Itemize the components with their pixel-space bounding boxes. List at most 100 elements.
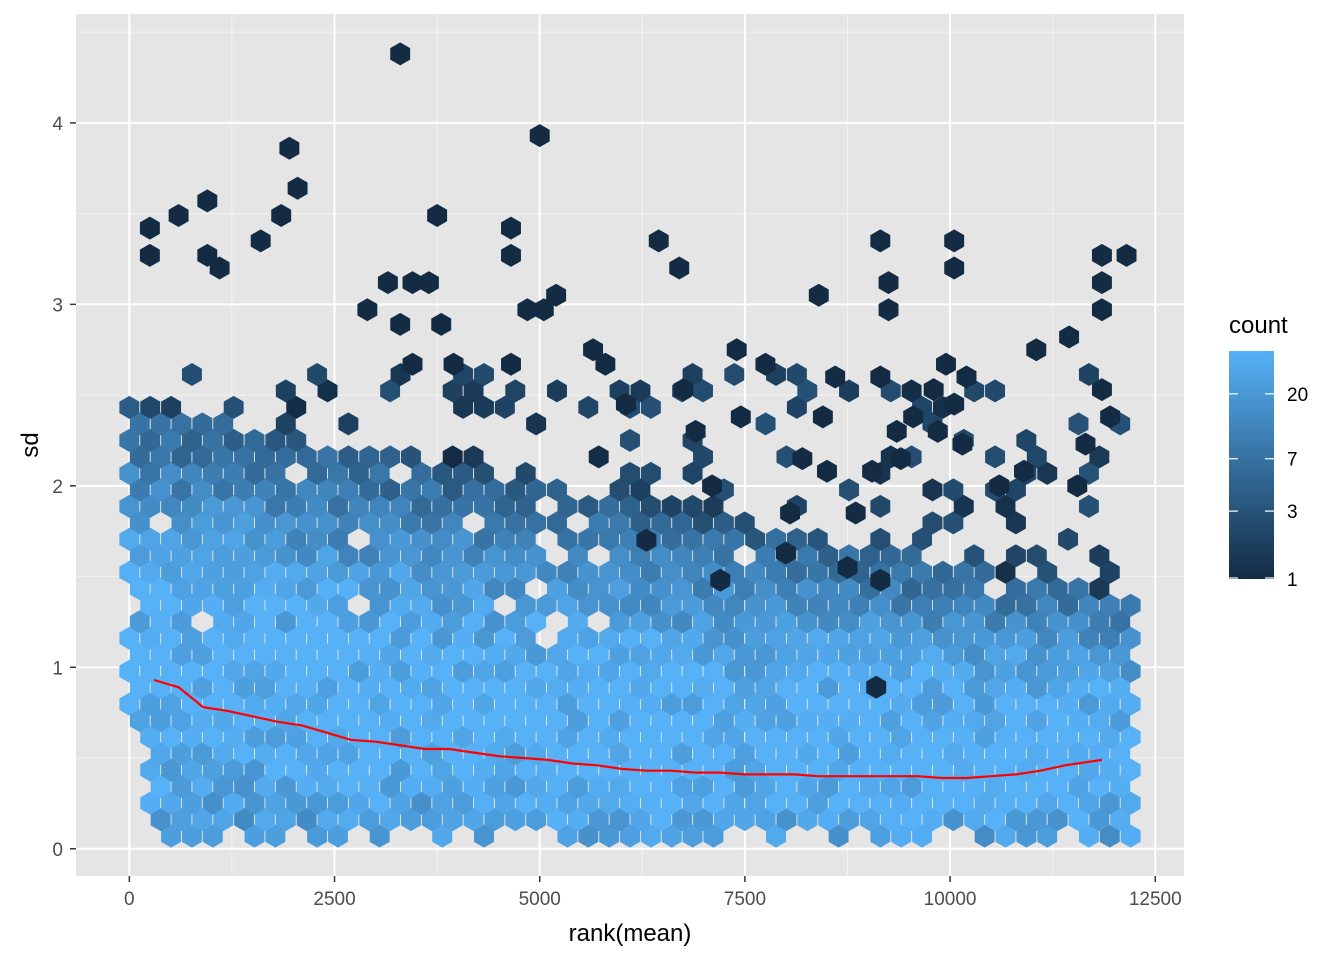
hexbin-cell <box>515 692 536 716</box>
hexbin-cell <box>474 758 494 782</box>
hexbin-cell <box>317 577 338 601</box>
hexbin-cell <box>223 593 244 617</box>
hexbin-cell <box>463 544 484 568</box>
hexbin-cell <box>244 725 265 749</box>
hexbin-cell <box>901 577 922 601</box>
hexbin-cell <box>661 494 682 518</box>
hexbin-cell <box>849 593 870 617</box>
hexbin-cell <box>244 659 265 683</box>
hexbin-cell <box>223 659 244 683</box>
hexbin-cell <box>640 461 661 485</box>
hexbin-cell-outlier <box>517 298 538 322</box>
hexbin-cell <box>327 527 348 551</box>
hexbin-cell <box>296 742 317 766</box>
hexbin-cell-outlier <box>685 419 706 443</box>
hexbin-cell <box>588 709 609 733</box>
hexbin-cell <box>1099 758 1120 782</box>
hexbin-cell <box>1120 659 1141 683</box>
hexbin-cell <box>880 742 901 766</box>
x-tick-label: 12500 <box>1129 889 1182 910</box>
hexbin-cell <box>494 395 515 419</box>
hexbin-cell <box>505 775 526 799</box>
x-tick-label: 5000 <box>519 889 561 910</box>
hexbin-cell <box>150 610 171 634</box>
hexbin-cell <box>567 643 588 667</box>
hexbin-cell-outlier <box>377 271 398 295</box>
hexbin-cell <box>317 742 338 766</box>
hexbin-cell <box>630 511 651 535</box>
hexbin-cell <box>734 709 755 733</box>
hexbin-cell <box>588 445 609 469</box>
hexbin-cell <box>474 725 494 749</box>
hexbin-cell <box>484 577 505 601</box>
hexbin-cell <box>1120 593 1141 617</box>
hexbin-cell <box>234 511 255 535</box>
hexbin-cell <box>181 824 202 848</box>
hexbin-cell <box>453 560 474 584</box>
hexbin-cell <box>1078 494 1099 518</box>
hexbin-cell <box>734 577 755 601</box>
hexbin-cell <box>693 709 713 733</box>
hexbin-cell <box>1026 610 1047 634</box>
hexbin-cell <box>599 791 620 815</box>
hexbin-cell <box>672 709 693 733</box>
hexbin-cell <box>411 791 432 815</box>
hexbin-cell <box>640 692 661 716</box>
hexbin-cell-outlier <box>878 271 899 295</box>
hexbin-cell <box>317 676 338 700</box>
hexbin-cell-outlier <box>546 283 567 307</box>
hexbin-cell <box>286 593 307 617</box>
hexbin-cell <box>1058 791 1079 815</box>
hexbin-cell <box>818 709 839 733</box>
hexbin-cell-outlier <box>209 256 230 280</box>
hexbin-cell <box>839 610 859 634</box>
hexbin-cell <box>1016 593 1037 617</box>
hexbin-cell <box>223 527 244 551</box>
hexbin-cell <box>703 527 724 551</box>
hexbin-cell <box>1047 610 1068 634</box>
hexbin-cell <box>401 709 421 733</box>
hexbin-cell <box>682 725 703 749</box>
hexbin-cell <box>411 593 432 617</box>
hexbin-cell <box>359 577 380 601</box>
hexbin-cell <box>651 742 672 766</box>
hexbin-cell <box>119 494 140 518</box>
hexbin-cell <box>755 709 776 733</box>
hexbin-cell-outlier <box>139 216 160 240</box>
hexbin-cell <box>181 593 202 617</box>
hexbin-cell <box>192 742 213 766</box>
hexbin-cell <box>119 395 140 419</box>
hexbin-cell <box>526 412 547 436</box>
hexbin-cell <box>307 626 328 650</box>
hexbin-cell <box>401 610 421 634</box>
hexbin-cell <box>672 808 693 832</box>
hexbin-cell <box>713 808 734 832</box>
hexbin-cell-outlier <box>1026 338 1047 362</box>
hexbin-cell <box>390 659 411 683</box>
hexbin-cell-outlier <box>878 298 899 322</box>
hexbin-cell <box>171 775 192 799</box>
hexbin-cell <box>672 775 693 799</box>
hexbin-cell <box>818 676 839 700</box>
hexbin-cell <box>828 626 849 650</box>
hexbin-cell <box>286 560 307 584</box>
hexbin-cell <box>724 659 745 683</box>
hexbin-cell <box>567 709 588 733</box>
hexbin-cell <box>912 659 933 683</box>
hexbin-cell <box>401 775 421 799</box>
hexbin-cell-outlier <box>501 352 521 376</box>
hexbin-cell <box>327 659 348 683</box>
hexbin-cell <box>369 758 390 782</box>
hexbin-cell <box>150 544 171 568</box>
hexbin-cell <box>776 709 797 733</box>
hexbin-cell <box>1005 742 1026 766</box>
hexbin-cell <box>672 511 693 535</box>
hexbin-cell <box>296 478 317 502</box>
hexbin-cell <box>766 626 786 650</box>
hexbin-cell <box>1016 692 1037 716</box>
hexbin-cell-outlier <box>529 124 550 148</box>
hexbin-cell <box>411 692 432 716</box>
hexbin-cell <box>776 577 797 601</box>
hexbin-cell <box>390 791 411 815</box>
hexbin-cell <box>192 775 213 799</box>
